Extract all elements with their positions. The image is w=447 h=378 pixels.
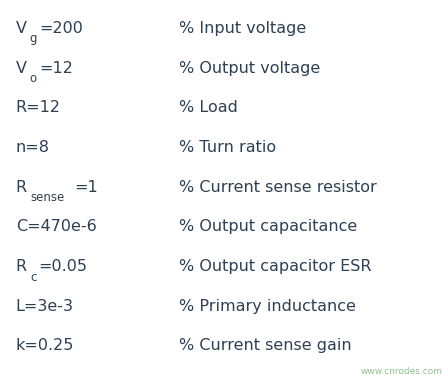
Text: % Current sense gain: % Current sense gain (179, 338, 351, 353)
Text: V: V (16, 60, 27, 76)
Text: R: R (16, 180, 27, 195)
Text: V: V (16, 21, 27, 36)
Text: R=12: R=12 (16, 100, 61, 115)
Text: % Output capacitor ESR: % Output capacitor ESR (179, 259, 371, 274)
Text: o: o (30, 72, 37, 85)
Text: =200: =200 (39, 21, 84, 36)
Text: n=8: n=8 (16, 140, 50, 155)
Text: k=0.25: k=0.25 (16, 338, 74, 353)
Text: % Output capacitance: % Output capacitance (179, 219, 357, 234)
Text: C=470e-6: C=470e-6 (16, 219, 97, 234)
Text: =12: =12 (39, 60, 73, 76)
Text: g: g (30, 33, 38, 45)
Text: sense: sense (30, 191, 64, 204)
Text: % Current sense resistor: % Current sense resistor (179, 180, 376, 195)
Text: % Primary inductance: % Primary inductance (179, 299, 356, 314)
Text: % Output voltage: % Output voltage (179, 60, 320, 76)
Text: www.cnrodes.com: www.cnrodes.com (361, 367, 443, 376)
Text: % Load: % Load (179, 100, 238, 115)
Text: % Input voltage: % Input voltage (179, 21, 306, 36)
Text: L=3e-3: L=3e-3 (16, 299, 74, 314)
Text: =1: =1 (74, 180, 98, 195)
Text: c: c (30, 271, 36, 284)
Text: % Turn ratio: % Turn ratio (179, 140, 276, 155)
Text: =0.05: =0.05 (38, 259, 87, 274)
Text: R: R (16, 259, 27, 274)
